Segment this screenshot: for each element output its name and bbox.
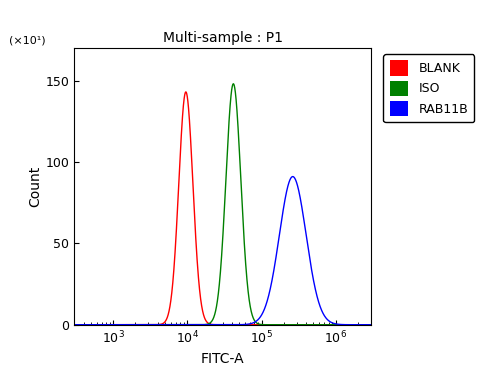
X-axis label: FITC-A: FITC-A [201, 352, 245, 366]
Text: (×10¹): (×10¹) [9, 35, 46, 45]
Legend: BLANK, ISO, RAB11B: BLANK, ISO, RAB11B [384, 54, 474, 123]
Y-axis label: Count: Count [29, 166, 43, 207]
Title: Multi-sample : P1: Multi-sample : P1 [163, 31, 283, 45]
